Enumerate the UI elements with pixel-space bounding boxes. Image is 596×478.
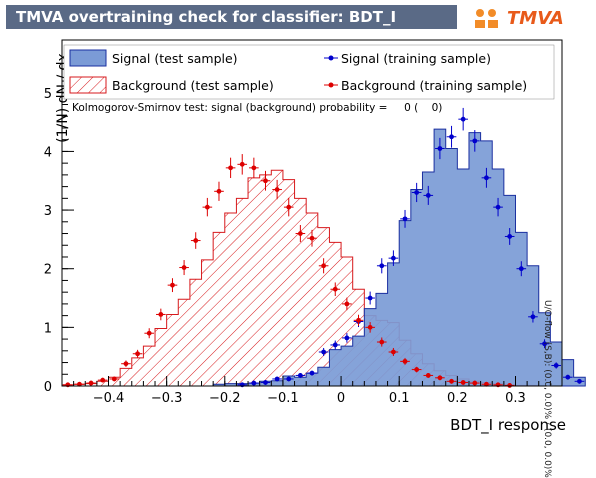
x-axis-label: BDT_I response	[450, 416, 566, 434]
signal-train-point	[402, 216, 408, 222]
background-train-point	[390, 349, 396, 355]
signal-train-point	[414, 190, 420, 195]
signal-train-point	[495, 204, 501, 210]
signal-train-point	[274, 376, 280, 382]
background-train-point	[274, 187, 280, 192]
background-train-point	[239, 161, 245, 167]
background-train-point	[309, 235, 315, 241]
x-tick-label: −0.2	[209, 391, 241, 406]
signal-train-point	[344, 335, 350, 341]
background-train-point	[77, 381, 82, 387]
signal-train-point	[553, 363, 559, 368]
signal-train-point	[332, 342, 338, 348]
signal-train-point	[542, 341, 547, 347]
signal-train-point	[379, 263, 385, 269]
background-train-point	[507, 383, 513, 388]
background-train-point	[204, 204, 210, 210]
background-train-point	[414, 367, 420, 372]
y-tick-label: 3	[44, 204, 52, 219]
legend	[63, 44, 555, 100]
plot-frame	[61, 39, 563, 387]
legend-background-test-swatch	[69, 76, 107, 94]
signal-train-point	[518, 266, 524, 272]
background-train-point	[286, 204, 292, 210]
background-train-point	[100, 377, 106, 383]
x-tick-label: 0.2	[447, 391, 468, 406]
signal-train-point	[425, 193, 431, 198]
background-train-point	[472, 380, 478, 386]
signal-train-point	[437, 146, 443, 151]
y-tick-label: 2	[44, 263, 52, 278]
background-train-point	[88, 380, 94, 386]
ks-test-label: Kolmogorov-Smirnov test: signal (backgro…	[72, 102, 443, 114]
x-tick-label: −0.4	[93, 391, 125, 406]
background-train-point	[449, 378, 454, 384]
signal-train-point	[460, 116, 466, 122]
x-tick-label: 0	[337, 391, 345, 406]
signal-train-point	[321, 349, 327, 355]
legend-signal-test: Signal (test sample)	[112, 51, 238, 66]
signal-train-point	[297, 373, 303, 378]
background-train-point	[263, 178, 268, 184]
signal-train-point	[286, 376, 292, 382]
x-tick-label: −0.3	[151, 391, 183, 406]
background-train-point	[367, 324, 373, 330]
background-train-point	[158, 312, 164, 317]
background-train-point	[344, 301, 350, 307]
background-train-point	[181, 265, 187, 270]
plot-title: TMVA overtraining check for classifier: …	[6, 5, 457, 29]
background-train-point	[297, 231, 303, 236]
background-train-point	[251, 165, 257, 171]
legend-signal-test-swatch	[69, 49, 107, 67]
background-train-point	[356, 317, 361, 323]
signal-train-point	[484, 175, 489, 181]
background-train-point	[216, 188, 222, 194]
x-tick-label: 0.3	[505, 391, 526, 406]
legend-signal-train: Signal (training sample)	[341, 51, 491, 66]
signal-train-point	[309, 370, 315, 376]
y-tick-label: 5	[44, 87, 52, 102]
background-train-point	[193, 238, 199, 243]
background-train-point	[135, 351, 140, 357]
signal-train-point	[507, 234, 513, 239]
background-train-point	[146, 330, 152, 336]
signal-train-point	[449, 134, 454, 140]
logo-text: TMVA	[507, 8, 564, 29]
signal-train-point	[530, 314, 536, 320]
signal-train-point	[263, 380, 268, 385]
signal-train-point	[565, 374, 571, 380]
background-train-point	[228, 165, 234, 171]
background-train-point	[123, 361, 129, 367]
signal-train-point	[367, 295, 373, 301]
y-tick-label: 0	[44, 380, 52, 395]
signal-train-point	[472, 138, 478, 144]
background-train-point	[170, 282, 175, 288]
background-train-point	[402, 358, 408, 364]
background-train-point	[425, 373, 431, 378]
signal-train-point	[577, 378, 582, 384]
tmva-logo-icon	[475, 9, 498, 28]
legend-background-test: Background (test sample)	[112, 78, 274, 93]
y-tick-label: 4	[44, 145, 52, 160]
background-train-point	[111, 376, 117, 382]
background-train-point	[437, 375, 443, 381]
x-tick-label: −0.1	[267, 391, 299, 406]
legend-background-train: Background (training sample)	[341, 78, 528, 93]
background-train-point	[484, 381, 489, 387]
signal-train-point	[390, 255, 396, 261]
background-train-point	[332, 286, 338, 292]
signal-train-point	[251, 380, 257, 386]
background-train-point	[379, 339, 385, 345]
background-train-point	[321, 263, 327, 269]
y-tick-label: 1	[44, 321, 52, 336]
background-train-point	[460, 380, 466, 385]
x-tick-label: 0.1	[389, 391, 410, 406]
